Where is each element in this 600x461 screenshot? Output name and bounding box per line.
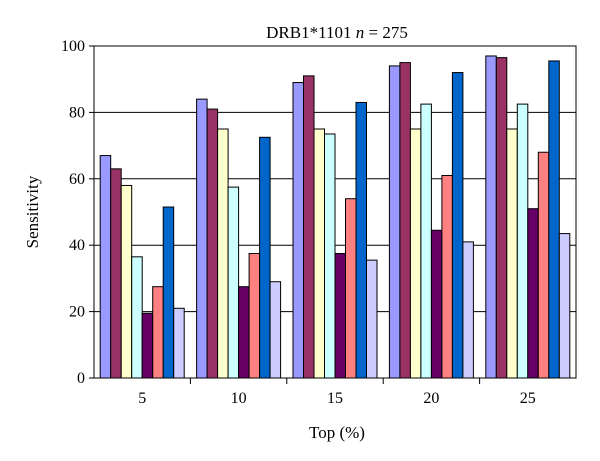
bar-series-8-top-20	[462, 241, 474, 379]
bar-series-2-top-10	[206, 108, 219, 379]
bar-series-3-top-5	[120, 184, 133, 379]
x-tick-label-5: 5	[138, 390, 146, 407]
bar-series-2-top-20	[399, 62, 411, 379]
y-axis-label: Sensitivity	[23, 175, 42, 248]
x-tick-label-10: 10	[231, 390, 247, 407]
bar-series-5-top-25	[527, 208, 539, 379]
x-axis-label: Top (%)	[309, 423, 365, 442]
x-tick-label-20: 20	[423, 390, 439, 407]
chart-title-suffix: = 275	[364, 23, 408, 42]
bar-series-7-top-10	[259, 136, 271, 379]
bar-series-1-top-5	[99, 155, 112, 379]
bar-series-1-top-20	[388, 65, 401, 379]
y-tick-label-0: 0	[77, 370, 85, 387]
plot-area	[93, 45, 577, 379]
bar-series-1-top-15	[292, 82, 304, 379]
bar-series-7-top-20	[451, 72, 464, 379]
y-tick-label-100: 100	[61, 38, 85, 55]
bar-series-8-top-15	[366, 259, 378, 379]
bar-series-7-top-15	[355, 101, 367, 379]
bar-series-2-top-25	[495, 57, 508, 379]
bar-series-5-top-15	[334, 253, 346, 379]
bar-series-6-top-25	[537, 151, 550, 379]
bar-series-3-top-10	[217, 128, 229, 379]
y-tick-label-60: 60	[69, 171, 85, 188]
axis-ticks: 0 20 40 60 80 100 5 10 15 20 25	[61, 38, 536, 407]
bar-series-4-top-10	[227, 186, 240, 379]
bar-series-4-top-5	[131, 256, 143, 379]
bar-series-7-top-5	[162, 206, 175, 379]
bar-series-4-top-25	[516, 103, 529, 379]
chart-title-n: n	[356, 23, 365, 42]
bar-series-3-top-25	[506, 128, 518, 379]
bar-series-4-top-15	[324, 133, 336, 379]
bars	[99, 55, 571, 379]
bar-series-2-top-5	[110, 168, 122, 379]
bar-series-7-top-25	[548, 60, 560, 379]
x-tick-label-15: 15	[327, 390, 343, 407]
bar-series-5-top-10	[238, 286, 250, 379]
bar-series-1-top-10	[196, 98, 208, 379]
chart-title: DRB1*1101 n = 275	[266, 23, 408, 42]
bar-series-8-top-5	[173, 307, 185, 379]
bar-series-2-top-15	[303, 75, 315, 379]
bar-series-4-top-20	[420, 103, 432, 379]
y-tick-label-80: 80	[69, 104, 85, 121]
bar-series-8-top-25	[558, 233, 571, 379]
bar-series-6-top-15	[345, 198, 357, 379]
bar-series-3-top-15	[313, 128, 325, 379]
chart-title-prefix: DRB1*1101	[266, 23, 351, 42]
bar-series-6-top-20	[441, 174, 453, 379]
bar-series-8-top-10	[269, 281, 282, 379]
bar-series-6-top-10	[248, 253, 261, 379]
bar-series-5-top-20	[430, 229, 443, 379]
y-tick-label-20: 20	[69, 304, 85, 321]
bar-series-3-top-20	[409, 128, 422, 379]
x-tick-label-25: 25	[520, 390, 536, 407]
y-tick-label-40: 40	[69, 237, 85, 254]
bar-series-1-top-25	[485, 55, 497, 379]
bar-series-6-top-5	[152, 286, 164, 379]
bar-series-5-top-5	[141, 312, 154, 379]
